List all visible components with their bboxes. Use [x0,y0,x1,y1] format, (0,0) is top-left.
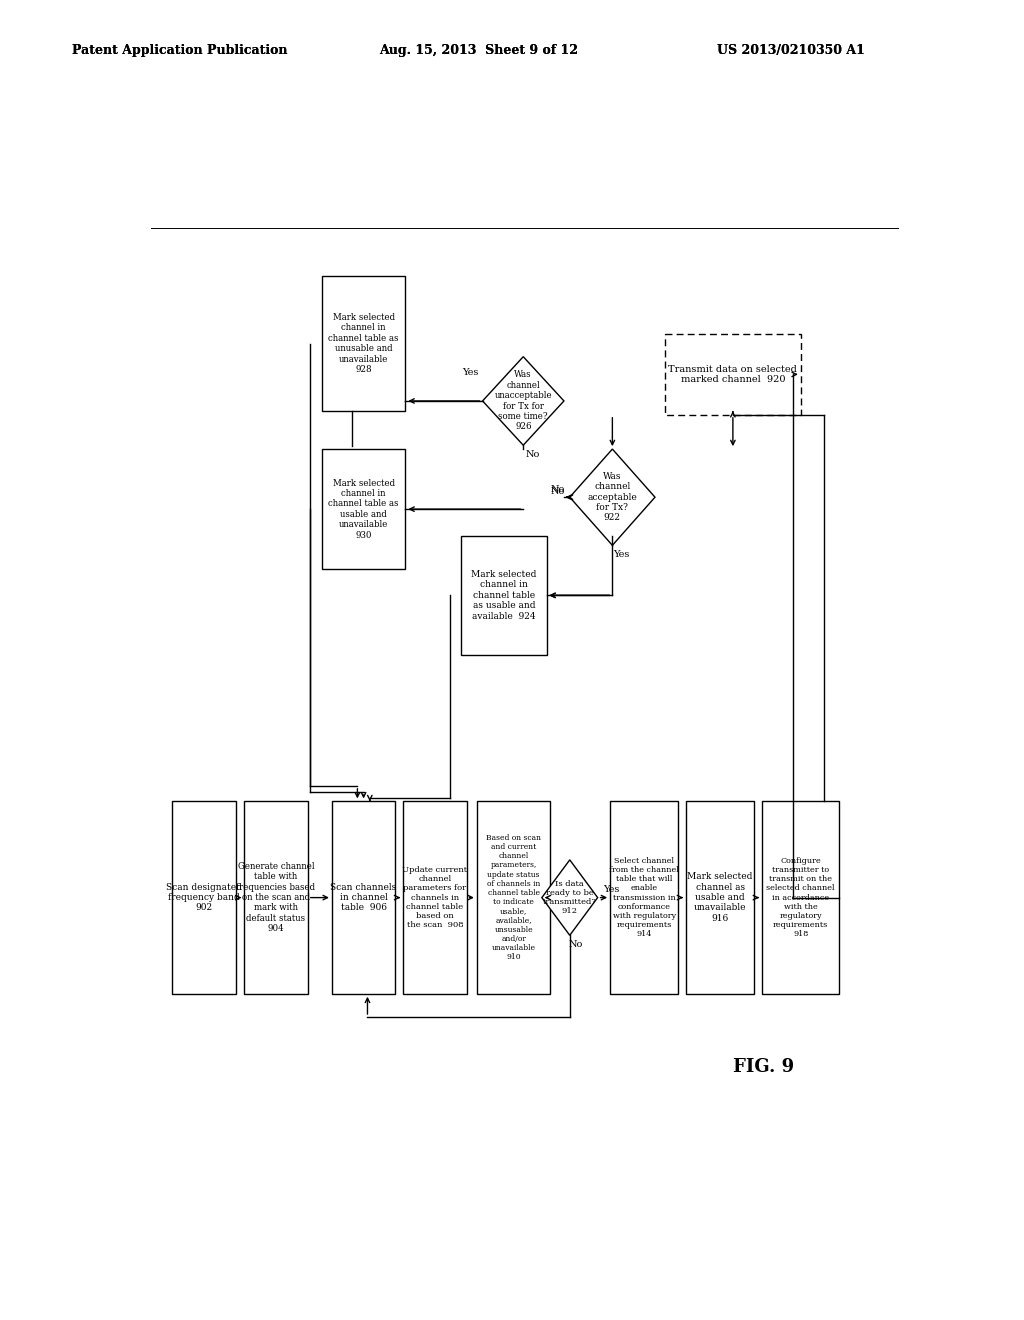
Bar [477,801,550,994]
Text: Yes: Yes [613,550,630,560]
Text: Is data
ready to be
transmitted?
912: Is data ready to be transmitted? 912 [543,880,597,915]
Text: No: No [568,940,583,949]
Text: Was
channel
acceptable
for Tx?
922: Was channel acceptable for Tx? 922 [588,473,637,523]
Bar [172,801,236,994]
Bar [322,276,406,411]
Text: Patent Application Publication: Patent Application Publication [72,44,287,57]
Text: No: No [551,484,565,494]
Text: Aug. 15, 2013  Sheet 9 of 12: Aug. 15, 2013 Sheet 9 of 12 [379,44,578,57]
Bar [610,801,678,994]
Bar [332,801,395,994]
Polygon shape [482,356,564,445]
Text: Generate channel
table with
frequencies based
on the scan and
mark with
default : Generate channel table with frequencies … [237,862,315,933]
Text: Select channel
from the channel
table that will
enable
transmission in
conforman: Select channel from the channel table th… [609,857,679,939]
Text: Was
channel
unacceptable
for Tx for
some time?
926: Was channel unacceptable for Tx for some… [495,371,552,432]
Text: No: No [551,487,565,495]
Polygon shape [542,859,598,936]
Text: Mark selected
channel in
channel table as
unusable and
unavailable
928: Mark selected channel in channel table a… [329,313,399,374]
Bar [665,334,801,414]
Text: Transmit data on selected
marked channel  920: Transmit data on selected marked channel… [669,364,798,384]
Text: Configure
transmitter to
transmit on the
selected channel
in accordance
with the: Configure transmitter to transmit on the… [766,857,835,939]
Bar [403,801,467,994]
Text: Mark selected
channel in
channel table as
usable and
unavailable
930: Mark selected channel in channel table a… [329,479,399,540]
Text: No: No [525,450,540,459]
Text: Mark selected
channel as
usable and
unavailable
916: Mark selected channel as usable and unav… [687,873,753,923]
Text: Yes: Yes [603,886,620,895]
Text: US 2013/0210350 A1: US 2013/0210350 A1 [717,44,864,57]
Text: Yes: Yes [462,368,478,378]
Text: Update current
channel
parameters for
channels in
channel table
based on
the sca: Update current channel parameters for ch… [402,866,468,929]
Bar [322,449,406,569]
Text: Scan channels
in channel
table  906: Scan channels in channel table 906 [331,883,396,912]
Text: FIG. 9: FIG. 9 [733,1059,794,1076]
Text: Based on scan
and current
channel
parameters,
update status
of channels in
chann: Based on scan and current channel parame… [486,834,541,961]
Text: Mark selected
channel in
channel table
as usable and
available  924: Mark selected channel in channel table a… [471,570,537,620]
Bar [686,801,755,994]
Bar [762,801,840,994]
Bar [245,801,308,994]
Text: US 2013/0210350 A1: US 2013/0210350 A1 [717,44,864,57]
Bar [461,536,547,655]
Text: Aug. 15, 2013  Sheet 9 of 12: Aug. 15, 2013 Sheet 9 of 12 [379,44,578,57]
Polygon shape [569,449,655,545]
Text: Scan designated
frequency band
902: Scan designated frequency band 902 [166,883,242,912]
Text: Patent Application Publication: Patent Application Publication [72,44,287,57]
